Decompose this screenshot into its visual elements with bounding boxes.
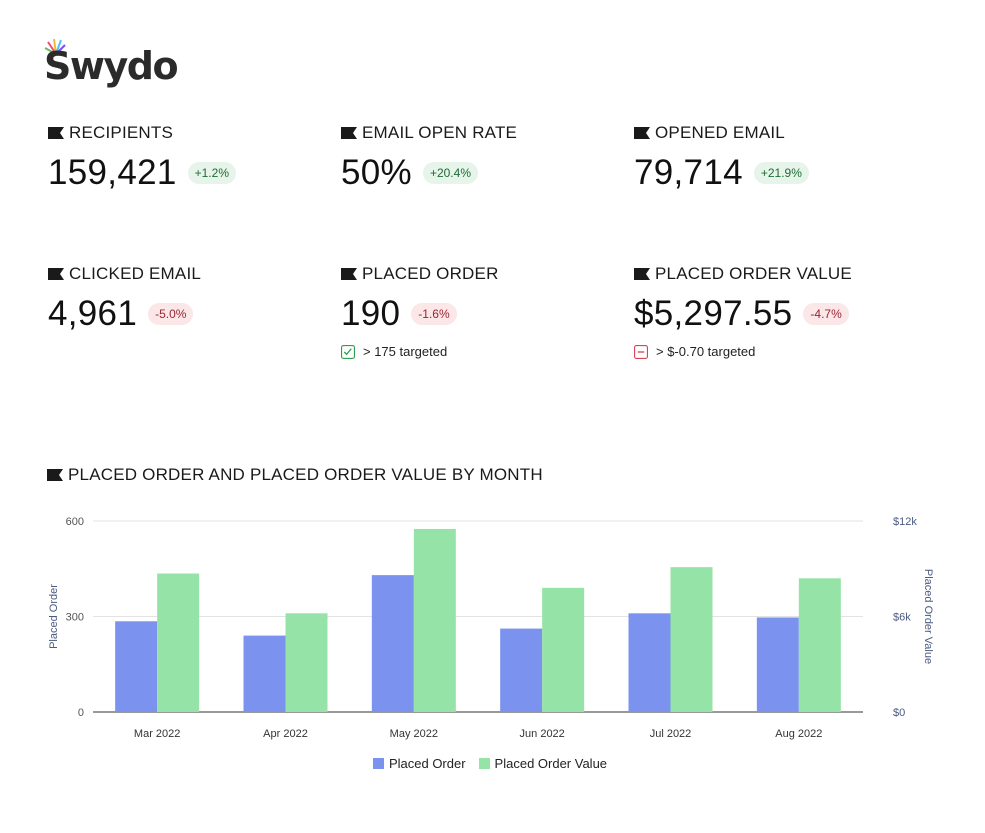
kpi-card-email-open-rate: EMAIL OPEN RATE 50% +20.4%: [341, 123, 621, 195]
kpi-value: $5,297.55: [634, 294, 793, 333]
kpi-title: PLACED ORDER VALUE: [655, 264, 852, 283]
kpi-title: OPENED EMAIL: [655, 123, 785, 142]
kpi-value-row: 4,961 -5.0%: [48, 292, 328, 336]
y-axis-title-left: Placed Order: [48, 584, 60, 649]
flag-icon: [634, 268, 650, 280]
kpi-value: 190: [341, 294, 401, 333]
logo-wordmark: Swydo: [44, 44, 179, 88]
flag-icon: [48, 268, 64, 280]
bar-placed-order: [500, 628, 543, 712]
change-badge: -1.6%: [411, 303, 457, 325]
logo-sparkle-icon: [44, 38, 66, 55]
kpi-header: RECIPIENTS: [48, 123, 328, 143]
legend-item-placed-order: Placed Order: [372, 756, 466, 771]
change-badge: +1.2%: [187, 162, 236, 184]
checkbox-check-icon: [341, 344, 355, 359]
bar-placed-order-value: [157, 573, 200, 712]
x-tick-label: Jul 2022: [650, 728, 692, 740]
kpi-card-clicked-email: CLICKED EMAIL 4,961 -5.0%: [48, 264, 328, 336]
flag-icon: [47, 469, 63, 481]
flag-icon: [634, 127, 650, 139]
chart-legend: Placed Order Placed Order Value: [0, 756, 985, 771]
bar-placed-order-value: [413, 528, 456, 712]
legend-label-placed-order: Placed Order: [388, 756, 466, 771]
swydo-logo: Swydo: [42, 36, 179, 92]
y-tick-label-left: 300: [66, 612, 84, 624]
kpi-title: CLICKED EMAIL: [69, 264, 202, 283]
kpi-title: PLACED ORDER: [362, 264, 499, 283]
bar-placed-order: [115, 621, 158, 712]
x-tick-label: May 2022: [390, 728, 438, 740]
y-tick-label-left: 600: [66, 516, 84, 528]
checkbox-minus-icon: [634, 344, 648, 359]
flag-icon: [48, 127, 64, 139]
bar-placed-order: [371, 575, 414, 712]
chart-title: PLACED ORDER AND PLACED ORDER VALUE BY M…: [68, 465, 543, 484]
y-tick-label-right: $6k: [893, 612, 911, 624]
y-tick-label-right: $12k: [893, 516, 917, 528]
kpi-value-row: 159,421 +1.2%: [48, 151, 328, 195]
target-indicator: > 175 targeted: [341, 344, 621, 359]
legend-item-placed-order-value: Placed Order Value: [478, 756, 608, 771]
legend-label-placed-order-value: Placed Order Value: [494, 756, 608, 771]
kpi-value: 79,714: [634, 153, 743, 192]
kpi-value: 50%: [341, 153, 412, 192]
bar-placed-order: [243, 635, 286, 712]
kpi-value: 159,421: [48, 153, 177, 192]
kpi-header: CLICKED EMAIL: [48, 264, 328, 284]
bar-placed-order-value: [670, 567, 713, 712]
bar-chart: 0 $0 300 $6k 600 $12k Placed Order Placed Order…: [48, 516, 934, 740]
flag-icon: [341, 268, 357, 280]
bar-placed-order: [628, 613, 671, 712]
kpi-header: EMAIL OPEN RATE: [341, 123, 621, 143]
y-tick-label-right: $0: [893, 707, 905, 719]
target-text: > 175 targeted: [363, 344, 448, 359]
kpi-title: RECIPIENTS: [69, 123, 174, 142]
kpi-header: PLACED ORDER: [341, 264, 621, 284]
kpi-value-row: 79,714 +21.9%: [634, 151, 914, 195]
kpi-card-opened-email: OPENED EMAIL 79,714 +21.9%: [634, 123, 914, 195]
kpi-title: EMAIL OPEN RATE: [362, 123, 518, 142]
kpi-card-placed-order: PLACED ORDER 190 -1.6% > 175 targeted: [341, 264, 621, 359]
legend-swatch-placed-order-value: [478, 758, 490, 769]
change-badge: -5.0%: [148, 303, 194, 325]
chart-header: PLACED ORDER AND PLACED ORDER VALUE BY M…: [47, 465, 543, 485]
flag-icon: [341, 127, 357, 139]
kpi-header: PLACED ORDER VALUE: [634, 264, 914, 284]
kpi-card-placed-order-value: PLACED ORDER VALUE $5,297.55 -4.7% > $-0.70…: [634, 264, 914, 359]
kpi-header: OPENED EMAIL: [634, 123, 914, 143]
kpi-value: 4,961: [48, 294, 138, 333]
bar-placed-order-value: [285, 613, 328, 712]
kpi-value-row: 50% +20.4%: [341, 151, 621, 195]
x-tick-label: Mar 2022: [134, 728, 180, 740]
y-axis-title-right: Placed Order Value: [922, 569, 934, 664]
x-tick-label: Apr 2022: [263, 728, 308, 740]
x-tick-label: Jun 2022: [520, 728, 565, 740]
kpi-value-row: 190 -1.6%: [341, 292, 621, 336]
change-badge: +21.9%: [753, 162, 809, 184]
target-indicator: > $-0.70 targeted: [634, 344, 914, 359]
kpi-card-recipients: RECIPIENTS 159,421 +1.2%: [48, 123, 328, 195]
legend-swatch-placed-order: [372, 758, 384, 769]
change-badge: -4.7%: [803, 303, 849, 325]
y-tick-label-left: 0: [78, 707, 84, 719]
kpi-value-row: $5,297.55 -4.7%: [634, 292, 914, 336]
bar-placed-order: [756, 617, 799, 712]
target-text: > $-0.70 targeted: [656, 344, 756, 359]
x-tick-label: Aug 2022: [775, 728, 822, 740]
bar-placed-order-value: [542, 587, 585, 712]
change-badge: +20.4%: [422, 162, 478, 184]
bar-placed-order-value: [798, 578, 841, 712]
